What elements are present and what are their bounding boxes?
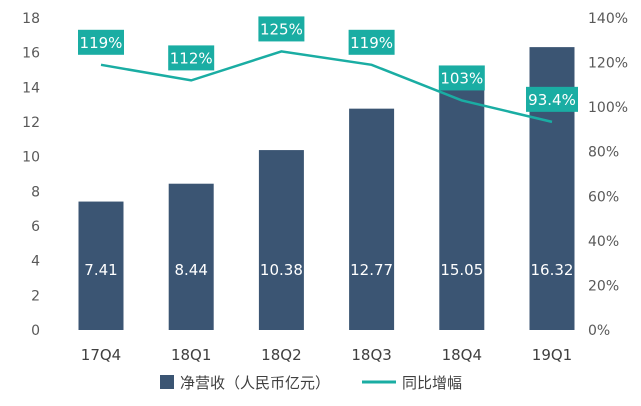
growth-label-box [526, 86, 578, 112]
right-tick-label: 40% [588, 234, 619, 250]
left-tick-label: 2 [31, 288, 40, 304]
growth-label-box [438, 65, 485, 91]
bar [349, 108, 395, 330]
bar-value-label: 12.77 [350, 261, 393, 279]
growth-label-box [78, 29, 124, 55]
left-tick-label: 6 [31, 219, 40, 235]
left-tick-label: 16 [22, 46, 40, 62]
right-axis: 0% 20% 40% 60% 80% 100% 120% 140% [588, 11, 628, 339]
growth-label-box [168, 45, 215, 71]
right-tick-label: 80% [588, 145, 619, 161]
bar [258, 150, 304, 330]
category-label: 19Q1 [532, 346, 572, 364]
bar [168, 183, 214, 330]
right-tick-label: 20% [588, 278, 619, 294]
legend-line-label: 同比增幅 [402, 374, 462, 392]
bar-value-label: 8.44 [174, 261, 207, 279]
legend-bar-label: 净营收（人民币亿元） [180, 374, 330, 392]
category-label: 18Q4 [442, 346, 482, 364]
left-tick-label: 8 [31, 184, 40, 200]
bar-value-label: 15.05 [440, 261, 483, 279]
legend: 净营收（人民币亿元） 同比增幅 [160, 374, 462, 392]
category-label: 18Q1 [171, 346, 211, 364]
x-axis-categories: 17Q4 18Q1 18Q2 18Q3 18Q4 19Q1 [81, 346, 572, 364]
category-label: 18Q3 [351, 346, 391, 364]
bar-value-label: 16.32 [531, 261, 574, 279]
right-tick-label: 120% [588, 56, 628, 72]
bar [439, 69, 485, 330]
growth-line-series: 119% 112% 125% 119% 103% 93.4% [78, 16, 578, 124]
growth-value-label: 112% [170, 49, 213, 67]
growth-label-box [258, 16, 305, 42]
left-tick-label: 18 [22, 11, 40, 27]
bar-series: 7.41 8.44 10.38 12.77 15.05 16.32 [78, 47, 575, 331]
left-tick-label: 4 [31, 254, 40, 270]
legend-bar-swatch [160, 375, 174, 389]
left-tick-label: 0 [31, 323, 40, 339]
growth-value-label: 103% [440, 69, 483, 87]
category-label: 18Q2 [261, 346, 301, 364]
bar-value-label: 10.38 [260, 261, 303, 279]
bar-value-label: 7.41 [84, 261, 117, 279]
bar [78, 201, 124, 330]
left-axis: 0 2 4 6 8 10 12 14 16 18 [22, 11, 40, 339]
growth-value-label: 93.4% [528, 91, 576, 109]
growth-value-label: 125% [260, 20, 303, 38]
left-tick-label: 10 [22, 150, 40, 166]
growth-line [100, 50, 553, 124]
left-tick-label: 14 [22, 80, 40, 96]
right-tick-label: 100% [588, 100, 628, 116]
left-tick-label: 12 [22, 115, 40, 131]
right-tick-label: 60% [588, 189, 619, 205]
category-label: 17Q4 [81, 346, 121, 364]
growth-value-label: 119% [350, 34, 393, 52]
right-tick-label: 140% [588, 11, 628, 27]
growth-label-box [348, 29, 395, 55]
right-tick-label: 0% [588, 323, 610, 339]
growth-value-label: 119% [80, 34, 123, 52]
